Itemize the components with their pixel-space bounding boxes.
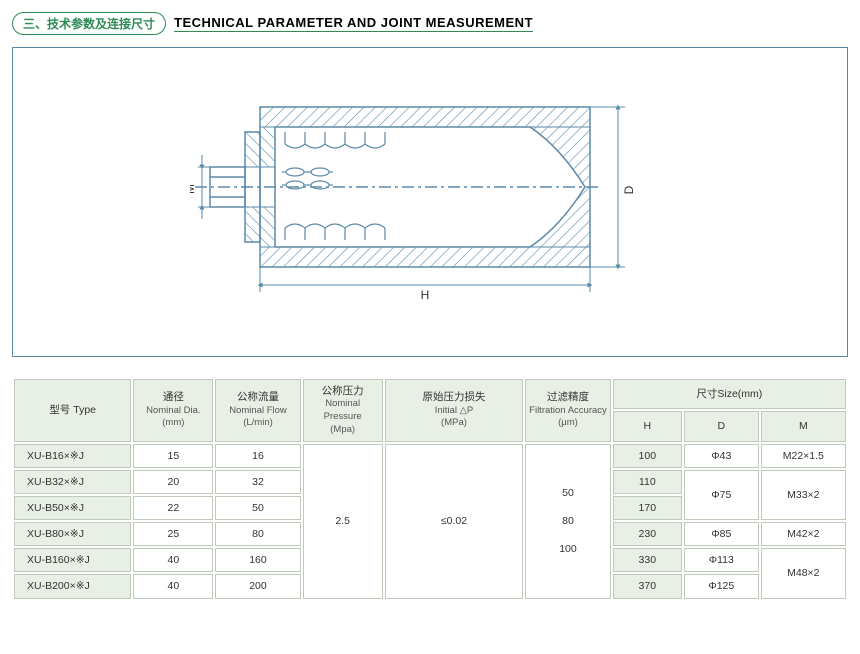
cell-h: 170 [613, 496, 682, 520]
cell-h: 370 [613, 574, 682, 598]
cell-flow: 200 [215, 574, 300, 598]
col-size: 尺寸Size(mm) [613, 379, 846, 409]
cell-h: 110 [613, 470, 682, 494]
cell-h: 100 [613, 444, 682, 468]
cell-flow: 32 [215, 470, 300, 494]
cell-d: Φ125 [684, 574, 759, 598]
dim-label-m: M [190, 184, 197, 194]
cell-type: XU-B200×※J [14, 574, 131, 598]
col-h: H [613, 411, 682, 441]
cell-h: 230 [613, 522, 682, 546]
cell-accuracy: 5080100 [525, 444, 610, 599]
cell-type: XU-B32×※J [14, 470, 131, 494]
cell-d: Φ43 [684, 444, 759, 468]
cell-type: XU-B50×※J [14, 496, 131, 520]
cell-dia: 40 [133, 548, 213, 572]
cell-dia: 25 [133, 522, 213, 546]
cell-d: Φ75 [684, 470, 759, 520]
spec-table: 型号 Type 通径 Nominal Dia. (mm) 公称流量 Nomina… [12, 377, 848, 601]
dim-label-h: H [421, 288, 430, 302]
table-row: XU-B16×※J15162.5≤0.025080100100Φ43M22×1.… [14, 444, 846, 468]
cell-d: Φ113 [684, 548, 759, 572]
dim-label-d: D [622, 185, 636, 194]
section-header: 三、技术参数及连接尺寸 TECHNICAL PARAMETER AND JOIN… [12, 12, 848, 35]
col-m: M [761, 411, 846, 441]
cell-flow: 160 [215, 548, 300, 572]
cell-dia: 22 [133, 496, 213, 520]
filter-cross-section-diagram: H D M [190, 77, 670, 327]
cell-type: XU-B160×※J [14, 548, 131, 572]
cell-d: Φ85 [684, 522, 759, 546]
cell-dia: 20 [133, 470, 213, 494]
cell-flow: 80 [215, 522, 300, 546]
cell-h: 330 [613, 548, 682, 572]
col-dia: 通径 Nominal Dia. (mm) [133, 379, 213, 442]
cell-m: M22×1.5 [761, 444, 846, 468]
diagram-frame: H D M [12, 47, 848, 357]
col-type: 型号 Type [14, 379, 131, 442]
col-accuracy: 过滤精度 Filtration Accuracy (μm) [525, 379, 610, 442]
col-dp: 原始压力损失 Initial △P (MPa) [385, 379, 524, 442]
cell-dia: 40 [133, 574, 213, 598]
col-flow: 公称流量 Nominal Flow (L/min) [215, 379, 300, 442]
cell-type: XU-B16×※J [14, 444, 131, 468]
section-badge: 三、技术参数及连接尺寸 [12, 12, 166, 35]
cell-pressure: 2.5 [303, 444, 383, 599]
section-title: TECHNICAL PARAMETER AND JOINT MEASUREMEN… [174, 15, 533, 32]
cell-dia: 15 [133, 444, 213, 468]
cell-m: M48×2 [761, 548, 846, 598]
cell-flow: 50 [215, 496, 300, 520]
cell-m: M42×2 [761, 522, 846, 546]
col-pressure: 公称压力 Nominal Pressure (Mpa) [303, 379, 383, 442]
col-d: D [684, 411, 759, 441]
cell-m: M33×2 [761, 470, 846, 520]
cell-type: XU-B80×※J [14, 522, 131, 546]
cell-flow: 16 [215, 444, 300, 468]
cell-dp: ≤0.02 [385, 444, 524, 599]
